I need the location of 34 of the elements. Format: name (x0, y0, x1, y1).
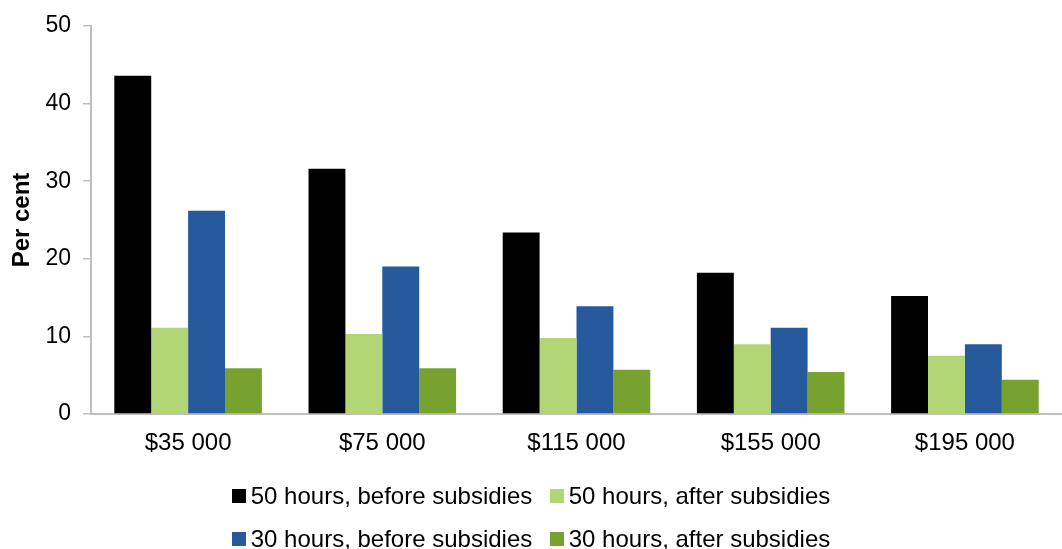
legend-label: 50 hours, before subsidies (250, 482, 533, 509)
y-tick-label: 30 (45, 166, 71, 193)
bar (308, 168, 346, 414)
bar (964, 344, 1002, 414)
bar (188, 210, 225, 414)
bar (539, 337, 577, 414)
bar (770, 327, 808, 414)
y-axis-title: Per cent (7, 172, 35, 268)
bar (733, 344, 771, 414)
x-tick-label: $115 000 (527, 428, 626, 456)
x-tick-label: $35 000 (144, 428, 232, 456)
bar (576, 306, 614, 414)
bar (151, 327, 189, 414)
bar (382, 266, 420, 414)
x-tick-label: $195 000 (914, 428, 1015, 456)
y-tick-label: 50 (45, 11, 71, 38)
y-tick-label: 40 (45, 88, 71, 115)
bar (928, 355, 965, 414)
bar (502, 232, 540, 414)
bar (345, 334, 383, 414)
bar (419, 368, 457, 414)
bar (225, 368, 262, 414)
bar (696, 272, 734, 414)
bar (891, 296, 928, 414)
bar (807, 372, 845, 414)
legend-label: 50 hours, after subsidies (568, 482, 831, 509)
x-tick-label: $155 000 (720, 428, 821, 456)
y-tick-label: 10 (45, 321, 71, 348)
bar (1001, 379, 1039, 414)
x-tick-label: $75 000 (338, 428, 426, 456)
y-tick-label: 20 (45, 244, 71, 271)
bar (613, 369, 651, 414)
bar (114, 75, 152, 414)
y-tick-label: 0 (58, 399, 71, 426)
